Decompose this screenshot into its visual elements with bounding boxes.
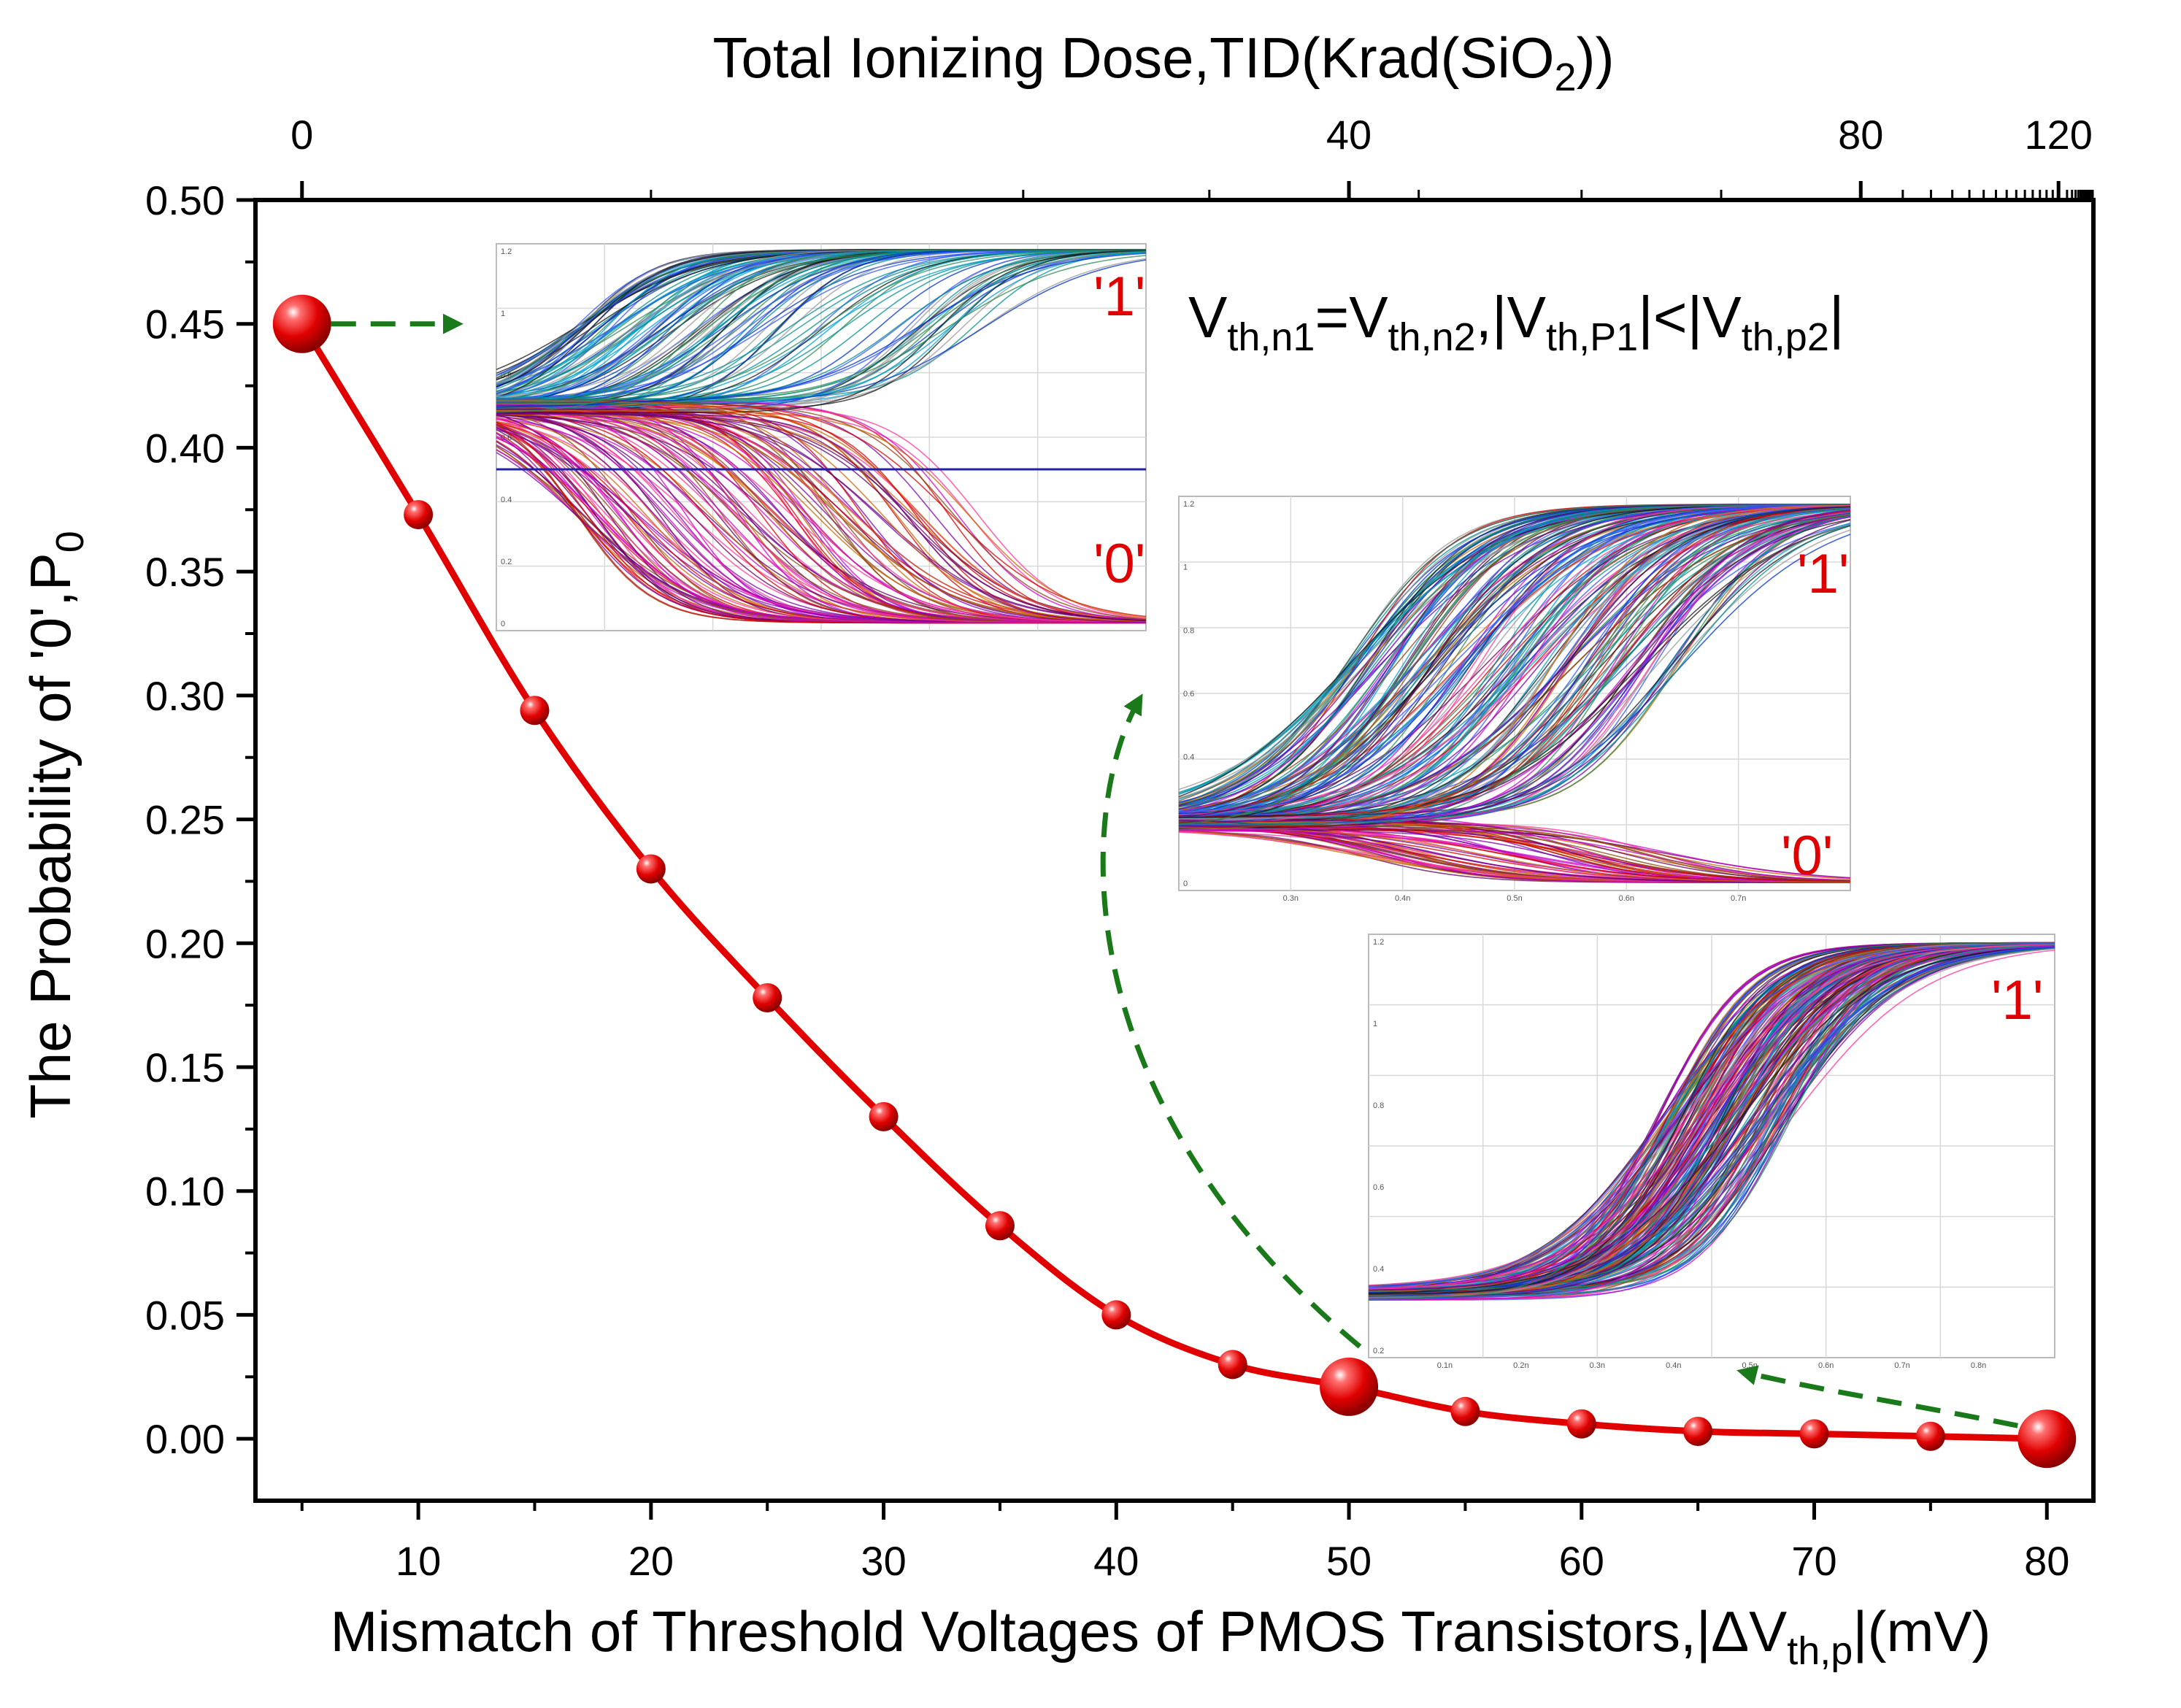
y-tick-label: 0.50: [145, 177, 225, 223]
inset-y-tick-label: 0.6: [1183, 690, 1194, 699]
y-tick-label: 0.25: [145, 797, 225, 843]
inset-x-tick-label: 0.4n: [1395, 894, 1410, 903]
inset-x-tick-label: 0.2n: [1513, 1361, 1528, 1370]
inset-y-tick-label: 1: [501, 309, 505, 318]
data-point: [520, 696, 549, 725]
inset-y-tick-label: 1: [1183, 563, 1188, 572]
data-point: [636, 854, 666, 883]
inset-y-tick-label: 1.2: [501, 247, 512, 256]
inset-x-tick-label: 0.8n: [1971, 1361, 1986, 1370]
data-point: [1916, 1422, 1945, 1451]
inset-x-tick-label: 0.7n: [1894, 1361, 1909, 1370]
data-point: [404, 500, 433, 529]
top-tick-label: 0: [291, 112, 313, 158]
highlight-point: [2017, 1409, 2076, 1468]
inset-y-tick-label: 0.8: [1373, 1101, 1384, 1110]
top-tick-label: 40: [1326, 112, 1372, 158]
inset-y-tick-label: 0.2: [501, 558, 512, 566]
y-tick-label: 0.40: [145, 425, 225, 471]
insets: 1.2 1 0.8 0.6 0.4 0.2 0 1.2 1 0.8 0.6 0.4 0.2 0 0.3n 0.…: [496, 244, 2055, 1370]
inset-x-tick-label: 0.1n: [1437, 1361, 1453, 1370]
y-tick-label: 0.20: [145, 920, 225, 966]
x-tick-label: 40: [1093, 1538, 1139, 1584]
inset-x-tick-label: 0.3n: [1590, 1361, 1605, 1370]
inset-2: 1.210.80.60.40.200.3n 0.4n 0.5n 0.6n 0.7n: [1179, 496, 1850, 903]
top-axis-title: Total Ionizing Dose,TID(Krad(SiO2)): [712, 26, 1614, 99]
x-tick-label: 20: [628, 1538, 674, 1584]
inset-x-tick-label: 0.5n: [1507, 894, 1522, 903]
inset2-label-0: '0': [1781, 825, 1833, 887]
inset-y-tick-label: 1.2: [1183, 500, 1194, 509]
x-tick-label: 30: [861, 1538, 906, 1584]
y-tick-label: 0.30: [145, 673, 225, 719]
y-tick-label: 0.05: [145, 1292, 225, 1338]
x-tick-label: 70: [1791, 1538, 1836, 1584]
x-tick-label: 50: [1326, 1538, 1372, 1584]
inset-y-tick-label: 0.8: [1183, 626, 1194, 635]
top-tick-label: 120: [2024, 112, 2092, 158]
inset-y-tick-label: 0.4: [1373, 1265, 1384, 1274]
y-tick-label: 0.45: [145, 301, 225, 347]
y-axis-title: The Probability of '0',P0: [18, 531, 92, 1119]
data-point: [869, 1102, 899, 1131]
top-tick-label: 80: [1838, 112, 1883, 158]
data-point: [1218, 1350, 1247, 1379]
inset-x-tick-label: 0.6n: [1619, 894, 1634, 903]
arrow-to-inset-3: [1745, 1372, 2017, 1426]
y-tick-label: 0.35: [145, 549, 225, 595]
x-axis-title: Mismatch of Threshold Voltages of PMOS T…: [330, 1599, 1990, 1673]
inset-x-tick-label: 0.7n: [1731, 894, 1746, 903]
data-point: [985, 1211, 1015, 1240]
data-point: [1567, 1409, 1596, 1439]
inset3-label-1: '1': [1991, 969, 2043, 1031]
data-point: [1683, 1417, 1712, 1446]
inset-x-tick-label: 0.5n: [1742, 1361, 1758, 1370]
y-tick-label: 0.15: [145, 1045, 225, 1090]
highlight-point: [1320, 1358, 1378, 1416]
x-tick-label: 10: [396, 1538, 441, 1584]
data-point: [753, 983, 782, 1012]
condition-annotation: Vth,n1=Vth,n2,|Vth,P1|<|Vth,p2|: [1188, 285, 1845, 359]
inset1-label-1: '1': [1093, 266, 1145, 328]
inset-x-tick-label: 0.4n: [1666, 1361, 1681, 1370]
inset-3: 1.2 1 0.8 0.6 0.4 0.2 0.1n 0.2n 0.3n 0.4n 0.5n 0.6n…: [1369, 934, 2055, 1370]
inset-y-tick-label: 0.2: [1373, 1347, 1384, 1355]
inset-1: 1.210.80.60.40.20: [496, 244, 1146, 631]
inset-y-tick-label: 0.6: [1373, 1183, 1384, 1192]
inset-y-tick-label: 0.4: [501, 496, 512, 504]
inset-y-tick-label: 1.2: [1373, 938, 1384, 947]
inset1-label-0: '0': [1093, 533, 1145, 595]
highlight-point: [273, 295, 331, 353]
inset-y-tick-label: 0.4: [1183, 753, 1194, 762]
data-point: [1101, 1300, 1131, 1329]
x-tick-label: 80: [2024, 1538, 2069, 1584]
inset-x-tick-label: 0.6n: [1818, 1361, 1834, 1370]
inset-y-tick-label: 0: [501, 620, 505, 628]
inset2-label-1: '1': [1797, 543, 1849, 605]
inset-y-tick-label: 1: [1373, 1020, 1377, 1028]
y-tick-label: 0.10: [145, 1169, 225, 1215]
x-tick-label: 60: [1559, 1538, 1604, 1584]
y-tick-label: 0.00: [145, 1416, 225, 1462]
data-point: [1800, 1419, 1829, 1448]
data-point: [1450, 1397, 1480, 1426]
inset-x-tick-label: 0.3n: [1283, 894, 1299, 903]
inset-y-tick-label: 0: [1183, 880, 1188, 888]
